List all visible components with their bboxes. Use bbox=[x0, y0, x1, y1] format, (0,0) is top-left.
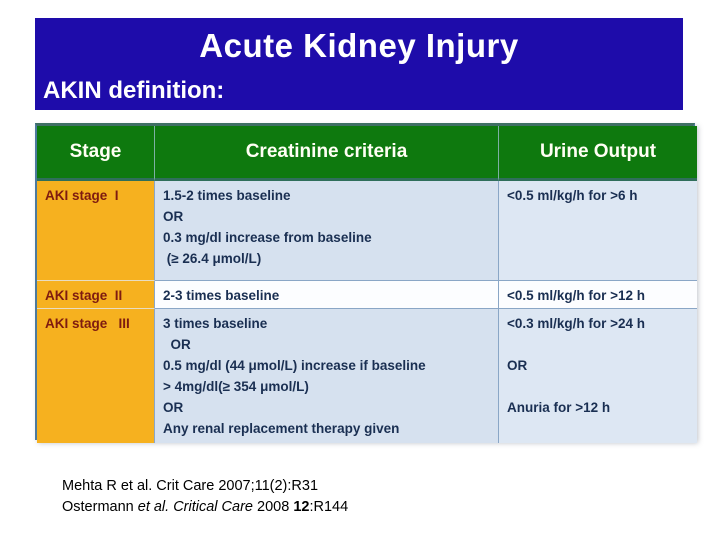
citation-line-1: Mehta R et al. Crit Care 2007;11(2):R31 bbox=[62, 478, 319, 494]
stage-cell-1: AKI stage I bbox=[37, 181, 155, 281]
citations: Mehta R et al. Crit Care 2007;11(2):R31 … bbox=[62, 476, 348, 518]
title-box: Acute Kidney Injury AKIN definition: bbox=[35, 18, 683, 110]
urine-cell-2: <0.5 ml/kg/h for >12 h bbox=[499, 281, 697, 309]
urine-cell-1: <0.5 ml/kg/h for >6 h bbox=[499, 181, 697, 281]
header-cell-urine-output: Urine Output bbox=[499, 126, 697, 181]
akin-staging-table: Stage Creatinine criteria Urine Output A… bbox=[35, 123, 697, 443]
slide-subtitle: AKIN definition: bbox=[43, 77, 225, 104]
urine-cell-3: <0.3 ml/kg/h for >24 h OR Anuria for >12… bbox=[499, 309, 697, 443]
citation2-author: Ostermann bbox=[62, 499, 138, 515]
stage-cell-2: AKI stage II bbox=[37, 281, 155, 309]
citation-line-2: Ostermann et al. Critical Care 2008 12:R… bbox=[62, 497, 348, 518]
citation2-pages: :R144 bbox=[309, 499, 349, 515]
creatinine-cell-2: 2-3 times baseline bbox=[155, 281, 499, 309]
stage-cell-3: AKI stage III bbox=[37, 309, 155, 443]
creatinine-cell-3: 3 times baseline OR 0.5 mg/dl (44 μmol/L… bbox=[155, 309, 499, 443]
header-cell-creatinine: Creatinine criteria bbox=[155, 126, 499, 181]
slide-title: Acute Kidney Injury bbox=[199, 27, 519, 64]
creatinine-cell-1: 1.5-2 times baseline OR 0.3 mg/dl increa… bbox=[155, 181, 499, 281]
citation2-volume: 12 bbox=[293, 499, 310, 515]
citation2-year: 2008 bbox=[252, 499, 294, 515]
header-cell-stage: Stage bbox=[37, 126, 155, 181]
citation2-italic-part: et al. Critical Care bbox=[137, 499, 253, 515]
